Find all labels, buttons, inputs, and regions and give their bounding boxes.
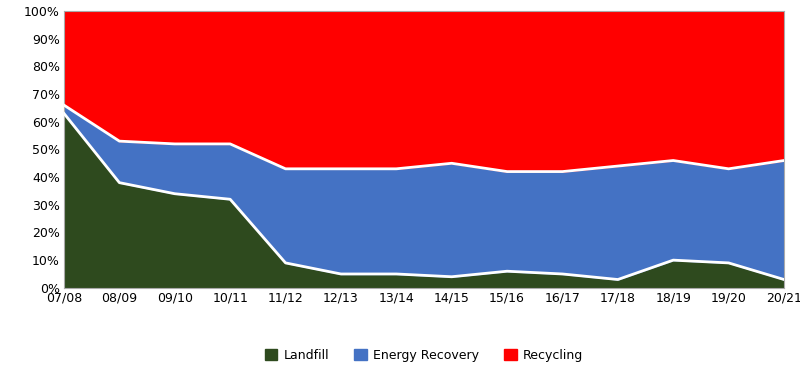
Legend: Landfill, Energy Recovery, Recycling: Landfill, Energy Recovery, Recycling: [260, 344, 588, 367]
